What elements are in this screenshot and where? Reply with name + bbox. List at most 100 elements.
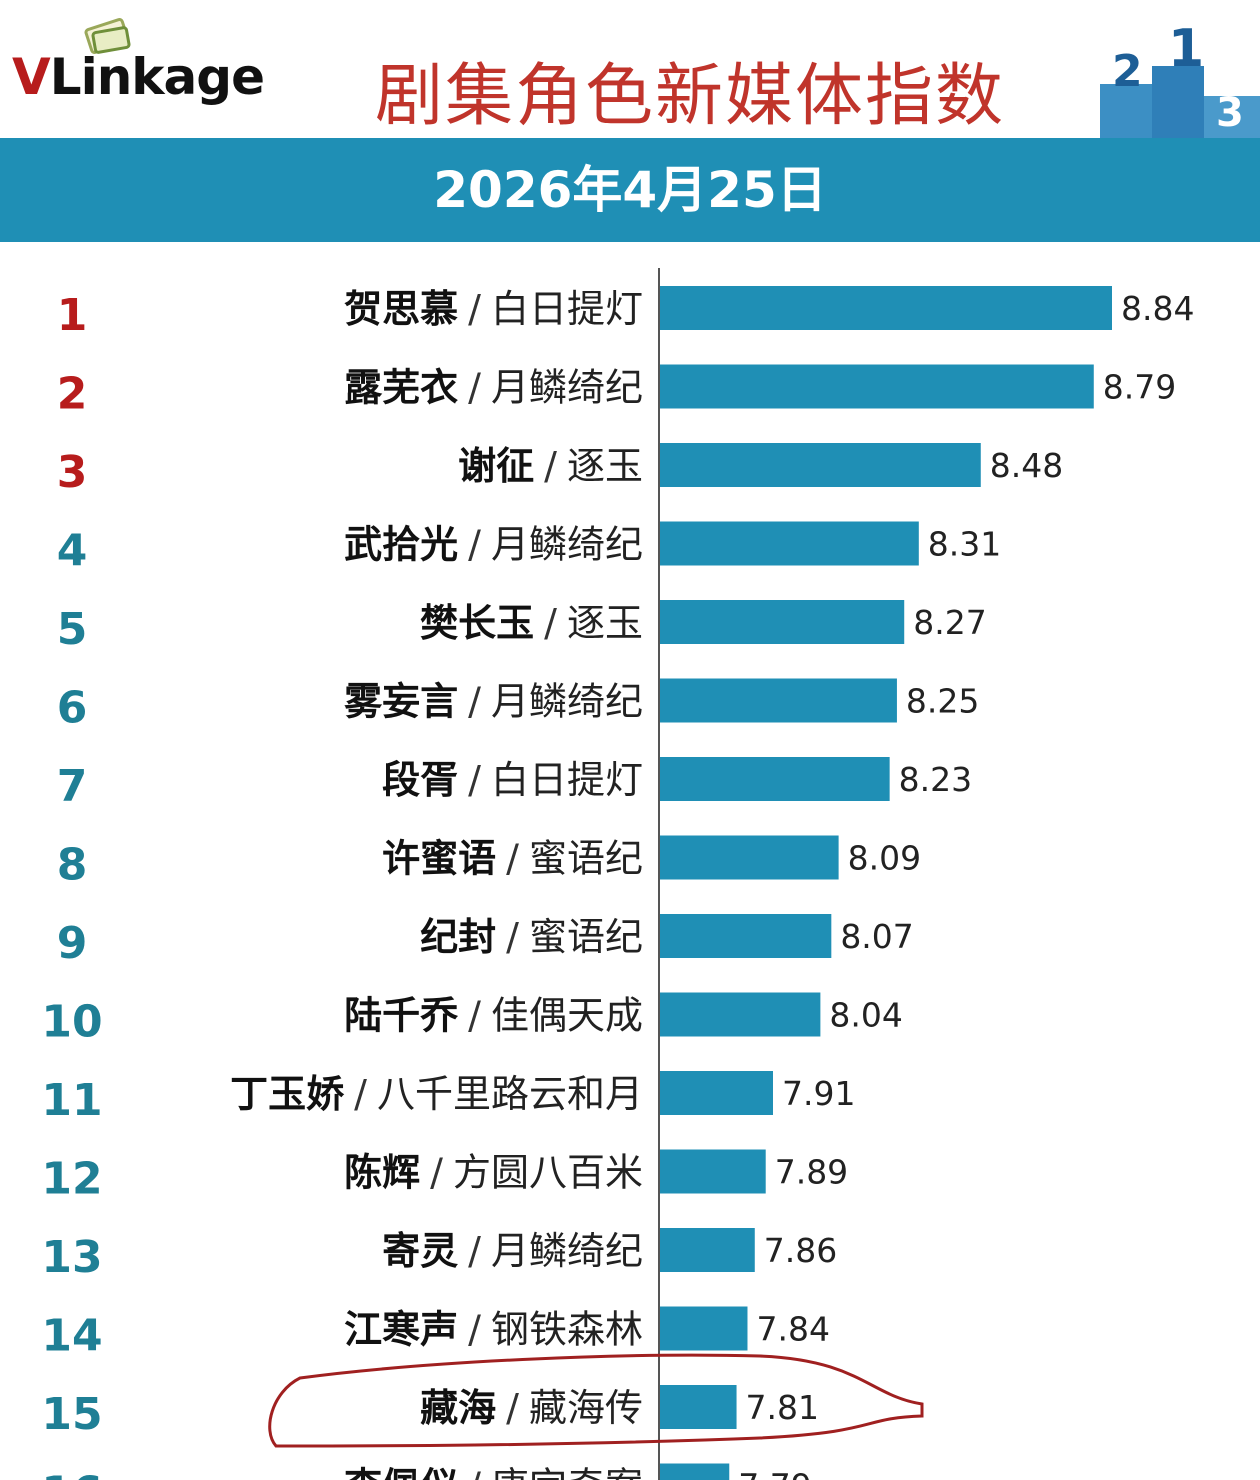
label-separator: /	[430, 1151, 443, 1195]
category-label: 谢征 / 逐玉	[458, 444, 643, 488]
category-label: 雾妄言 / 月鳞绮纪	[344, 680, 643, 724]
rank-label: 15	[41, 1389, 102, 1440]
label-separator: /	[354, 1072, 367, 1116]
value-label: 7.86	[764, 1231, 837, 1270]
rank-label: 4	[57, 526, 88, 577]
logo-card-icon	[84, 17, 131, 55]
label-separator: /	[468, 758, 481, 802]
category-label: 纪封 / 蜜语纪	[420, 915, 643, 959]
value-label: 8.84	[1121, 289, 1194, 328]
label-separator: /	[468, 523, 481, 567]
logo-rest: Linkage	[49, 48, 265, 106]
drama-name: 逐玉	[567, 444, 643, 488]
label-separator: /	[468, 1465, 481, 1480]
label-separator: /	[506, 837, 519, 881]
chart-row: 3 谢征 / 逐玉 8.48	[57, 443, 1063, 498]
drama-name: 白日提灯	[491, 287, 643, 331]
chart-row: 8 许蜜语 / 蜜语纪 8.09	[57, 835, 921, 891]
category-label: 露芜衣 / 月鳞绮纪	[344, 366, 643, 410]
vlinkage-logo: VLinkage	[12, 48, 265, 106]
value-label: 8.04	[829, 996, 902, 1035]
chart-row: 14 江寒声 / 钢铁森林 7.84	[41, 1306, 830, 1362]
character-name: 寄灵	[382, 1229, 458, 1273]
value-label: 8.27	[913, 603, 986, 642]
bar	[660, 286, 1112, 330]
podium-icon: 2 1 3	[1100, 19, 1260, 138]
rank-label: 8	[57, 840, 88, 891]
drama-name: 方圆八百米	[453, 1151, 643, 1195]
chart-row: 1 贺思慕 / 白日提灯 8.84	[57, 286, 1194, 341]
category-label: 许蜜语 / 蜜语纪	[382, 837, 643, 881]
rank-label: 7	[57, 761, 88, 812]
logo-v: V	[12, 48, 51, 106]
chart-row: 15 藏海 / 藏海传 7.81	[41, 1385, 819, 1440]
bar	[660, 678, 897, 723]
character-name: 许蜜语	[382, 837, 496, 881]
category-label: 樊长玉 / 逐玉	[420, 601, 643, 645]
drama-name: 月鳞绮纪	[491, 523, 643, 567]
character-name: 李佩仪	[344, 1465, 458, 1480]
bar	[660, 1228, 755, 1272]
drama-name: 月鳞绮纪	[491, 1229, 643, 1273]
label-separator: /	[544, 601, 557, 645]
value-label: 7.79	[738, 1467, 811, 1480]
category-label: 李佩仪 / 唐宫奇案	[344, 1465, 643, 1480]
category-label: 陆千乔 / 佳偶天成	[344, 994, 643, 1038]
drama-name: 白日提灯	[491, 758, 643, 802]
rank-label: 6	[57, 683, 88, 734]
chart-row: 11 丁玉娇 / 八千里路云和月 7.91	[41, 1071, 855, 1126]
rank-label: 12	[41, 1154, 102, 1205]
bar	[660, 757, 890, 801]
chart-row: 9 纪封 / 蜜语纪 8.07	[57, 914, 914, 969]
character-name: 陆千乔	[344, 994, 458, 1038]
chart-row: 6 雾妄言 / 月鳞绮纪 8.25	[57, 678, 979, 734]
drama-name: 唐宫奇案	[491, 1465, 643, 1480]
rank-label: 9	[57, 918, 88, 969]
value-label: 7.81	[746, 1388, 819, 1427]
rank-label: 14	[41, 1311, 102, 1362]
bar	[660, 1306, 748, 1351]
bar	[660, 835, 839, 880]
bar	[660, 992, 821, 1037]
rank-label: 3	[57, 447, 88, 498]
drama-name: 钢铁森林	[491, 1308, 643, 1352]
label-separator: /	[506, 1386, 519, 1430]
rank-label: 5	[57, 604, 88, 655]
bar	[660, 443, 981, 487]
value-label: 8.07	[840, 917, 913, 956]
drama-name: 蜜语纪	[529, 837, 643, 881]
category-label: 武拾光 / 月鳞绮纪	[344, 523, 643, 567]
label-separator: /	[468, 366, 481, 410]
label-separator: /	[468, 994, 481, 1038]
value-label: 7.91	[782, 1074, 855, 1113]
category-label: 江寒声 / 钢铁森林	[344, 1308, 643, 1352]
chart-row: 7 段胥 / 白日提灯 8.23	[57, 757, 972, 812]
category-label: 丁玉娇 / 八千里路云和月	[230, 1072, 643, 1116]
bar	[660, 1149, 766, 1194]
chart-row: 16 李佩仪 / 唐宫奇案 7.79	[41, 1463, 812, 1480]
character-name: 江寒声	[344, 1308, 458, 1352]
value-label: 8.31	[928, 525, 1001, 564]
character-name: 丁玉娇	[230, 1072, 345, 1116]
value-label: 8.79	[1103, 368, 1176, 407]
chart-row: 13 寄灵 / 月鳞绮纪 7.86	[41, 1228, 837, 1283]
chart-row: 4 武拾光 / 月鳞绮纪 8.31	[57, 521, 1001, 577]
label-separator: /	[468, 1229, 481, 1273]
rank-label: 16	[41, 1468, 102, 1480]
label-separator: /	[468, 1308, 481, 1352]
bar	[660, 521, 919, 566]
value-label: 8.25	[906, 682, 979, 721]
drama-name: 藏海传	[529, 1386, 643, 1430]
character-name: 谢征	[458, 444, 534, 488]
character-name: 贺思慕	[344, 287, 458, 331]
category-label: 藏海 / 藏海传	[420, 1386, 643, 1430]
chart-row: 10 陆千乔 / 佳偶天成 8.04	[41, 992, 903, 1048]
rank-label: 11	[41, 1075, 102, 1126]
drama-name: 蜜语纪	[529, 915, 643, 959]
label-separator: /	[468, 287, 481, 331]
category-label: 陈辉 / 方圆八百米	[344, 1151, 643, 1195]
rank-label: 13	[41, 1232, 102, 1283]
label-separator: /	[506, 915, 519, 959]
character-name: 武拾光	[344, 523, 458, 567]
bar	[660, 1071, 773, 1115]
